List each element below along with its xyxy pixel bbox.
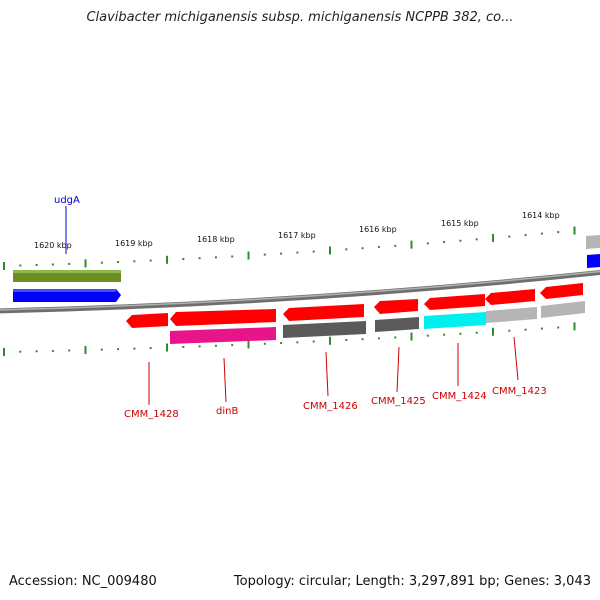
- gene-label-dinB[interactable]: dinB: [216, 406, 238, 417]
- gene-block-dinB-magenta[interactable]: [170, 327, 276, 344]
- gene-label-CMM_1426[interactable]: CMM_1426: [303, 401, 358, 412]
- gene-arrow-CMM_1428[interactable]: [126, 313, 168, 328]
- gene-edge-blue[interactable]: [587, 254, 600, 268]
- gene-label-CMM_1425[interactable]: CMM_1425: [371, 396, 426, 407]
- gene-arrow-CMM_1426[interactable]: [283, 304, 364, 321]
- gene-block-CMM_1423-lightgray[interactable]: [486, 307, 537, 323]
- lower-tick-track: [3, 322, 576, 356]
- kbp-label-1614: 1614 kbp: [522, 211, 560, 220]
- gene-block-edge-lightgray[interactable]: [541, 301, 585, 318]
- genome-backbone-highlight: [0, 270, 600, 311]
- gene-block-olive-highlight: [13, 270, 121, 273]
- kbp-label-1616: 1616 kbp: [359, 225, 397, 234]
- kbp-label-1619: 1619 kbp: [115, 239, 153, 248]
- gene-label-CMM_1424[interactable]: CMM_1424: [432, 391, 487, 402]
- kbp-label-1618: 1618 kbp: [197, 235, 235, 244]
- gene-arrow-udgA-highlight: [13, 289, 116, 292]
- upper-tick-track: [3, 226, 576, 270]
- genome-backbone: [0, 270, 600, 314]
- gene-edge-gray[interactable]: [586, 235, 600, 249]
- gene-label-CMM_1428[interactable]: CMM_1428: [124, 409, 179, 420]
- CMM_1423-leader-line: [513, 336, 519, 381]
- accession-text: Accession: NC_009480: [9, 574, 157, 589]
- dinB-leader-line: [223, 357, 227, 403]
- gene-block-CMM_1425-gray[interactable]: [375, 317, 419, 332]
- gene-block-CMM_1426-gray[interactable]: [283, 321, 366, 338]
- gene-arrow-edge-red[interactable]: [540, 283, 583, 299]
- gene-block-CMM_1424-cyan[interactable]: [424, 312, 486, 329]
- gene-label-CMM_1423[interactable]: CMM_1423: [492, 386, 547, 397]
- CMM_1426-leader-line: [325, 351, 329, 397]
- gene-arrow-CMM_1425[interactable]: [374, 299, 418, 314]
- CMM_1425-leader-line: [396, 346, 400, 393]
- kbp-label-1620: 1620 kbp: [34, 241, 72, 250]
- gene-arrow-udgA[interactable]: [13, 289, 121, 302]
- kbp-label-1617: 1617 kbp: [278, 231, 316, 240]
- gene-arrow-CMM_1424[interactable]: [424, 294, 485, 310]
- gene-arrow-CMM_1423[interactable]: [485, 289, 535, 305]
- gene-arrow-dinB[interactable]: [170, 309, 276, 326]
- kbp-label-1615: 1615 kbp: [441, 219, 479, 228]
- map-title: Clavibacter michiganensis subsp. michiga…: [86, 10, 514, 25]
- genome-summary-text: Topology: circular; Length: 3,297,891 bp…: [233, 574, 591, 589]
- gene-label-udgA[interactable]: udgA: [54, 195, 80, 206]
